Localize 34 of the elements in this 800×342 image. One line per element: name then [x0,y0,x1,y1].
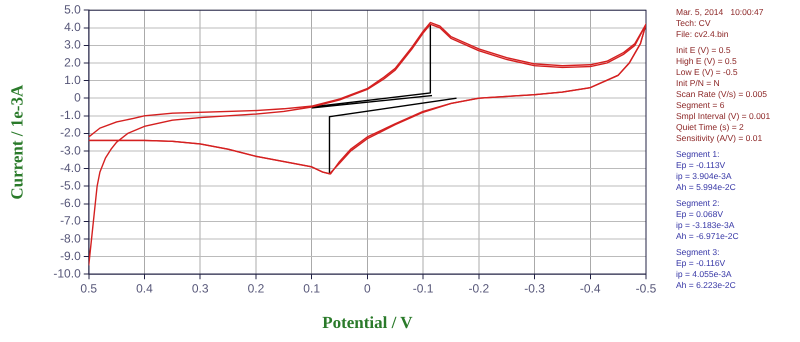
y-tick-label: -8.0 [60,231,82,246]
y-tick-label: 3.0 [64,38,82,52]
x-tick-label: 0 [364,282,372,296]
text: Segment 2: Ep = 0.068V ip = -3.183e-3A Ah = -6.971e-2C [676,198,740,242]
y-tick-label: -6.0 [60,196,82,210]
x-tick-label: -0.1 [412,282,434,296]
x-tick-label: 0.2 [248,282,265,296]
x-tick-label: -0.4 [580,282,601,296]
y-tick-label: 2.0 [64,55,82,70]
y-tick-label: 0 [74,90,82,105]
text: Segment 3: Ep = -0.116V ip = 4.055e-3A Ah = 6.223e-2C [676,247,737,291]
y-tick-label: 4.0 [64,20,82,34]
y-tick-label: -3.0 [60,143,82,158]
text: Init E (V) = 0.5 High E (V) = 0.5 Low E (V) = -0.5 Init P/N = N Scan Rate (V/s) = 0.005 Segment = 6 Smpl Interval (V) = 0.001 Quiet Time (s) = 2 Sensitivity (A/V) = 0.01 [676,45,770,143]
y-tick-label: -5.0 [60,178,82,193]
y-tick-label: 5.0 [64,2,82,17]
x-axis-title: Potential / V [322,313,414,332]
x-tick-label: 0.4 [136,282,154,296]
text: Segment 1: Ep = -0.113V ip = 3.904e-3A Ah = 5.994e-2C [676,149,737,193]
x-tick-label: 0.5 [80,282,98,296]
y-tick-label: -1.0 [60,108,82,122]
x-tick-label: 0.1 [303,282,320,296]
x-tick-label: -0.2 [468,282,490,296]
x-tick-label: 0.3 [192,282,209,296]
y-tick-label: -10.0 [53,266,82,281]
y-tick-label: -9.0 [60,248,82,263]
y-tick-label: -7.0 [60,214,82,228]
y-axis-title: Current / 1e-3A [8,84,27,200]
x-tick-label: -0.5 [636,282,657,296]
y-tick-label: -2.0 [60,126,82,140]
x-tick-label: -0.3 [524,282,546,296]
text: Mar. 5, 2014 10:00:47 Tech: CV File: cv2.4.bin [676,7,764,40]
y-tick-label: -4.0 [60,160,82,175]
y-tick-label: 1.0 [64,72,82,87]
